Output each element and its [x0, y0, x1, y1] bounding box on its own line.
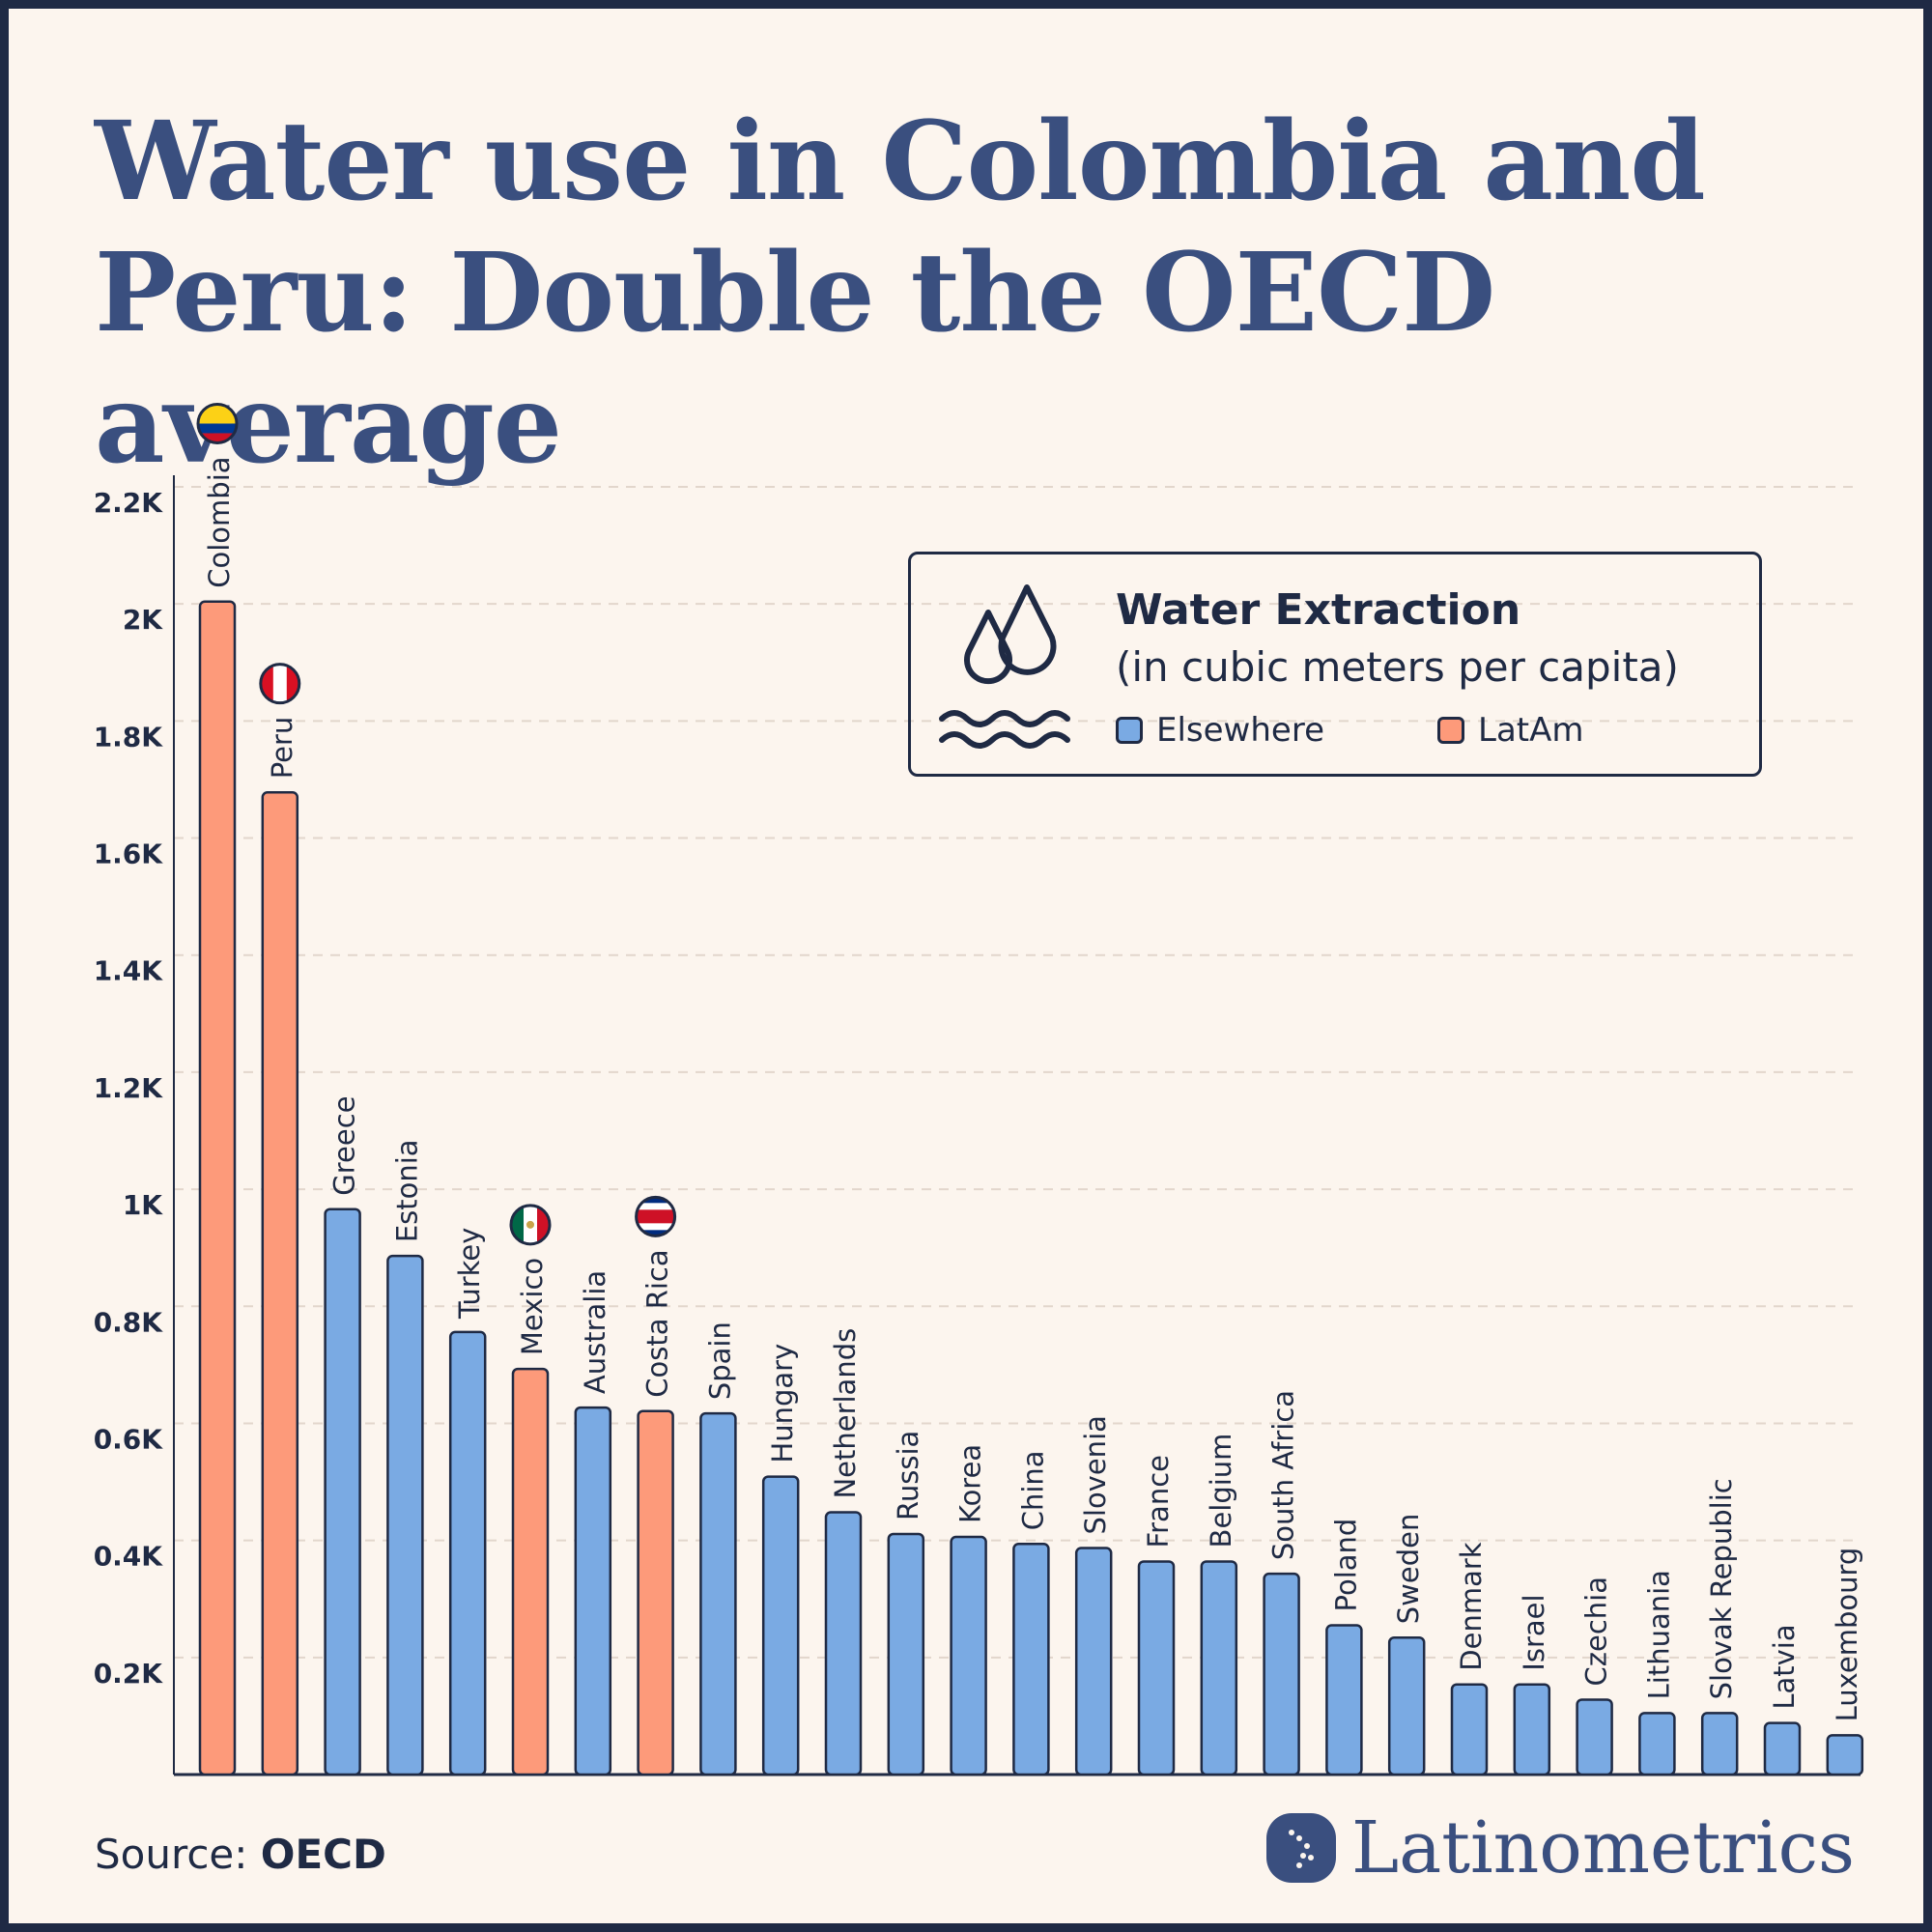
x-category-label: Slovak Republic — [1705, 1478, 1738, 1699]
bar-spain — [699, 1411, 737, 1776]
x-category-label: South Africa — [1267, 1390, 1300, 1560]
brand-name: Latinometrics — [1350, 1806, 1855, 1889]
bar-colombia — [198, 600, 237, 1776]
x-category-label: Belgium — [1205, 1434, 1237, 1548]
mexico-flag-icon — [509, 1204, 552, 1246]
legend-item-elsewhere: Elsewhere — [1116, 711, 1324, 750]
x-category-label: Netherlands — [829, 1328, 862, 1499]
flag-stripe — [636, 1209, 675, 1224]
bar-hungary — [761, 1475, 800, 1776]
x-category-label: Israel — [1518, 1594, 1550, 1670]
bar-mexico — [511, 1367, 550, 1776]
bar-france — [1137, 1560, 1176, 1776]
x-category-label: Hungary — [766, 1344, 799, 1463]
x-category-label: Colombia — [203, 456, 236, 587]
y-tick-label: 0.2K — [94, 1658, 164, 1690]
colombia-flag-icon — [196, 402, 239, 444]
source-value: OECD — [260, 1831, 386, 1878]
flag-border — [196, 402, 239, 444]
x-category-label: Czechia — [1580, 1577, 1613, 1686]
y-tick-label: 1.4K — [94, 955, 164, 987]
bar-israel — [1513, 1683, 1551, 1776]
bar-slovenia — [1074, 1547, 1113, 1776]
costa-rica-flag-icon — [635, 1195, 677, 1237]
y-tick-label: 2.2K — [94, 487, 164, 519]
y-tick-label: 0.8K — [94, 1306, 164, 1338]
x-category-label: Latvia — [1768, 1624, 1801, 1709]
legend-label: LatAm — [1478, 711, 1584, 750]
x-category-label: Denmark — [1455, 1542, 1488, 1670]
x-category-label: Greece — [328, 1095, 361, 1195]
y-tick-label: 2K — [123, 604, 163, 636]
peru-flag-icon — [259, 663, 301, 705]
bar-australia — [574, 1406, 612, 1776]
x-category-label: Russia — [892, 1431, 924, 1520]
flag-stripe — [198, 404, 237, 424]
bar-greece — [324, 1208, 361, 1776]
x-category-label: France — [1142, 1455, 1175, 1548]
y-tick-label: 1.6K — [94, 838, 164, 870]
x-category-label: Slovenia — [1079, 1415, 1112, 1534]
bar-china — [1012, 1543, 1050, 1776]
x-category-label: Australia — [579, 1270, 611, 1394]
source: Source: OECD — [95, 1831, 386, 1878]
bar-slovak-republic — [1700, 1712, 1739, 1776]
legend-subtitle: (in cubic meters per capita) — [1116, 643, 1679, 691]
legend: Water Extraction (in cubic meters per ca… — [908, 552, 1762, 777]
bar-costa-rica — [637, 1409, 674, 1776]
y-tick-label: 0.4K — [94, 1541, 164, 1573]
x-category-label: Lithuania — [1642, 1570, 1675, 1699]
bar-estonia — [386, 1254, 424, 1776]
y-tick-label: 1.2K — [94, 1072, 164, 1104]
x-category-label: Mexico — [516, 1258, 549, 1355]
x-category-label: China — [1016, 1450, 1049, 1530]
bar-lithuania — [1638, 1712, 1676, 1776]
flag-border — [259, 663, 301, 705]
x-category-label: Spain — [703, 1321, 736, 1400]
x-category-label: Korea — [954, 1444, 987, 1523]
x-category-label: Peru — [266, 717, 298, 780]
x-category-label: Luxembourg — [1831, 1548, 1863, 1722]
bar-belgium — [1200, 1560, 1238, 1776]
y-tick-label: 1K — [123, 1189, 163, 1221]
x-category-label: Estonia — [390, 1139, 423, 1242]
bar-latvia — [1763, 1721, 1802, 1776]
x-category-label: Turkey — [453, 1228, 486, 1320]
y-tick-label: 1.8K — [94, 721, 164, 753]
bar-peru — [261, 791, 299, 1776]
legend-swatch-elsewhere — [1116, 717, 1143, 744]
legend-title: Water Extraction — [1116, 585, 1521, 635]
chart-title: Water use in Colombia and Peru: Double t… — [95, 99, 1706, 488]
x-category-label: Costa Rica — [641, 1249, 674, 1397]
latinometrics-logo-icon — [1265, 1813, 1336, 1883]
legend-item-latam: LatAm — [1437, 711, 1584, 750]
flag-emblem — [526, 1220, 534, 1229]
bar-russia — [887, 1532, 925, 1776]
flag-border — [635, 1195, 677, 1237]
bar-korea — [950, 1535, 987, 1776]
flag-stripe — [636, 1230, 675, 1236]
x-category-label: Poland — [1329, 1519, 1362, 1612]
flag-border — [509, 1204, 552, 1246]
y-tick-label: 0.6K — [94, 1423, 164, 1455]
bar-south-africa — [1263, 1572, 1300, 1776]
bar-poland — [1325, 1624, 1363, 1776]
source-label: Source: — [95, 1831, 248, 1878]
bar-denmark — [1450, 1683, 1489, 1776]
bar-turkey — [448, 1330, 487, 1776]
x-category-label: Sweden — [1392, 1514, 1425, 1625]
brand-logo: Latinometrics — [1264, 1806, 1855, 1889]
bar-netherlands — [824, 1511, 863, 1776]
bar-sweden — [1387, 1635, 1426, 1776]
flag-stripe — [198, 433, 237, 443]
legend-swatch-latam — [1437, 717, 1464, 744]
flag-body — [198, 404, 237, 443]
flag-stripe — [636, 1197, 675, 1204]
bar-luxembourg — [1826, 1734, 1864, 1776]
legend-label: Elsewhere — [1156, 711, 1324, 750]
water-drops-waves-icon — [939, 584, 1070, 749]
bar-czechia — [1576, 1698, 1613, 1776]
flag-stripe — [198, 423, 237, 434]
